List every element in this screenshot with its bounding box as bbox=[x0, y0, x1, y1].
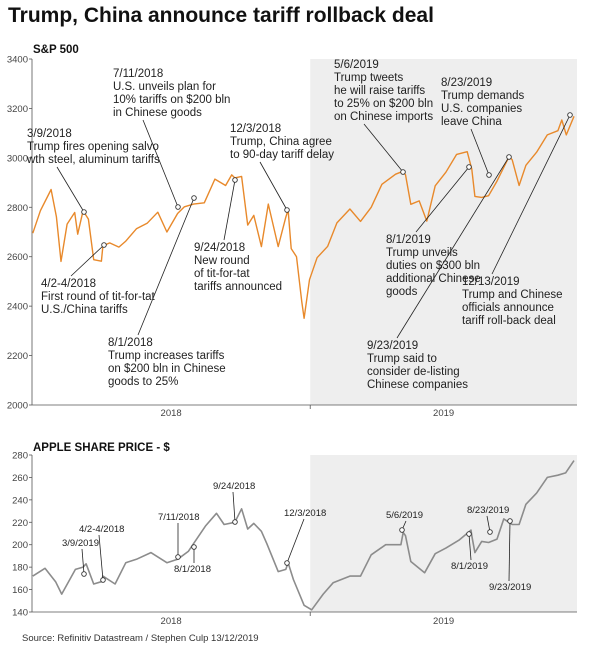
sp500-annotation-leader bbox=[137, 197, 195, 336]
sp500-event-marker bbox=[567, 112, 573, 118]
sp500-y-tick-label: 3000 bbox=[7, 153, 28, 164]
sp500-shaded-2019-region bbox=[310, 59, 577, 405]
sp500-annotation-leader bbox=[470, 128, 490, 176]
sp500-event-marker bbox=[175, 204, 181, 210]
apple-annotation-text: 3/9/2019 bbox=[62, 538, 99, 549]
sp500-annotation-text: 9/24/2018 New round of tit-for-tat tariffs … bbox=[194, 242, 282, 293]
apple-annotation-text: 4/2-4/2018 bbox=[79, 524, 124, 535]
apple-annotation-text: 8/1/2018 bbox=[174, 564, 211, 575]
sp500-annotation-leader bbox=[396, 156, 510, 339]
apple-panel-title: APPLE SHARE PRICE - $ bbox=[33, 442, 170, 454]
apple-y-tick-label: 240 bbox=[12, 495, 28, 506]
apple-annotation-text: 12/3/2018 bbox=[284, 508, 326, 519]
sp500-y-tick-label: 2000 bbox=[7, 401, 28, 412]
sp500-annotation-leader bbox=[142, 119, 179, 208]
apple-y-tick-label: 260 bbox=[12, 473, 28, 484]
sp500-annotation-text: 4/2-4/2018 First round of tit-for-tat U.S.… bbox=[41, 278, 156, 316]
apple-event-marker bbox=[466, 531, 472, 537]
apple-annotation-text: 9/24/2018 bbox=[213, 481, 255, 492]
sp500-event-marker bbox=[486, 172, 492, 178]
apple-x-tick-label: 2019 bbox=[433, 616, 454, 627]
apple-event-marker bbox=[232, 519, 238, 525]
sp500-annotation-leader bbox=[363, 123, 404, 173]
apple-annotation-leader bbox=[468, 533, 472, 561]
apple-event-marker bbox=[100, 577, 106, 583]
apple-annotation-leader bbox=[286, 518, 305, 564]
sp500-event-marker bbox=[232, 177, 238, 183]
sp500-y-tick-label: 3400 bbox=[7, 55, 28, 66]
apple-y-tick-label: 180 bbox=[12, 563, 28, 574]
apple-event-marker bbox=[487, 529, 493, 535]
apple-annotation-text: 9/23/2019 bbox=[489, 582, 531, 593]
sp500-annotation-leader bbox=[70, 244, 105, 277]
apple-event-marker bbox=[507, 518, 513, 524]
apple-event-marker bbox=[284, 560, 290, 566]
sp500-y-tick-label: 2400 bbox=[7, 302, 28, 313]
source-note: Source: Refinitiv Datastream / Stephen C… bbox=[22, 633, 259, 644]
sp500-annotation-text: 7/11/2018 U.S. unveils plan for 10% tariff… bbox=[113, 68, 230, 119]
sp500-panel-title: S&P 500 bbox=[33, 44, 79, 56]
apple-annotation-leader bbox=[508, 520, 511, 582]
apple-x-tick-label: 2018 bbox=[161, 616, 182, 627]
apple-shaded-2019-region bbox=[310, 455, 577, 612]
sp500-annotation-leader bbox=[56, 166, 85, 213]
sp500-y-tick-label: 2800 bbox=[7, 203, 28, 214]
sp500-annotation-text: 5/6/2019 Trump tweets he will raise tariff… bbox=[334, 59, 433, 123]
sp500-annotation-leader bbox=[415, 166, 470, 233]
apple-y-tick-label: 200 bbox=[12, 540, 28, 551]
sp500-annotation-text: 9/23/2019 Trump said to consider de-listin… bbox=[367, 340, 468, 391]
chart-title: Trump, China announce tariff rollback de… bbox=[8, 4, 434, 27]
apple-y-tick-label: 160 bbox=[12, 585, 28, 596]
sp500-annotation-leader bbox=[491, 114, 571, 275]
apple-annotation-text: 5/6/2019 bbox=[386, 510, 423, 521]
apple-y-tick-label: 220 bbox=[12, 518, 28, 529]
sp500-event-marker bbox=[506, 154, 512, 160]
apple-series-line bbox=[32, 460, 575, 611]
sp500-event-marker bbox=[284, 207, 290, 213]
sp500-event-marker bbox=[400, 169, 406, 175]
sp500-annotation-text: 12/13/2019 Trump and Chinese officials ann… bbox=[462, 276, 563, 327]
apple-y-tick-label: 280 bbox=[12, 451, 28, 462]
apple-annotation-text: 8/1/2019 bbox=[451, 561, 488, 572]
sp500-y-tick-label: 2200 bbox=[7, 351, 28, 362]
apple-y-tick-label: 140 bbox=[12, 608, 28, 619]
sp500-annotation-leader bbox=[259, 161, 288, 211]
apple-event-marker bbox=[175, 554, 181, 560]
sp500-annotation-text: 3/9/2018 Trump fires opening salvo wth ste… bbox=[26, 128, 160, 166]
apple-annotation-text: 7/11/2018 bbox=[158, 512, 200, 523]
sp500-annotation-text: 12/3/2018 Trump, China agree to 90-day tar… bbox=[230, 123, 334, 161]
apple-event-marker bbox=[399, 527, 405, 533]
sp500-event-marker bbox=[81, 209, 87, 215]
sp500-annotation-leader bbox=[223, 179, 236, 241]
apple-event-marker bbox=[81, 571, 87, 577]
sp500-annotation-text: 8/23/2019 Trump demands U.S. companies leav… bbox=[441, 77, 525, 128]
sp500-event-marker bbox=[466, 164, 472, 170]
apple-annotation-leader bbox=[81, 548, 85, 575]
apple-annotation-text: 8/23/2019 bbox=[467, 505, 509, 516]
sp500-y-tick-label: 2600 bbox=[7, 252, 28, 263]
apple-event-marker bbox=[191, 544, 197, 550]
sp500-x-tick-label: 2019 bbox=[433, 408, 454, 419]
apple-annotation-leader bbox=[98, 534, 104, 581]
sp500-x-tick-label: 2018 bbox=[161, 408, 182, 419]
apple-annotation-leader bbox=[232, 491, 236, 523]
sp500-event-marker bbox=[191, 195, 197, 201]
sp500-y-tick-label: 3200 bbox=[7, 104, 28, 115]
sp500-event-marker bbox=[101, 242, 107, 248]
sp500-annotation-text: 8/1/2018 Trump increases tariffs on $200 b… bbox=[108, 337, 226, 388]
